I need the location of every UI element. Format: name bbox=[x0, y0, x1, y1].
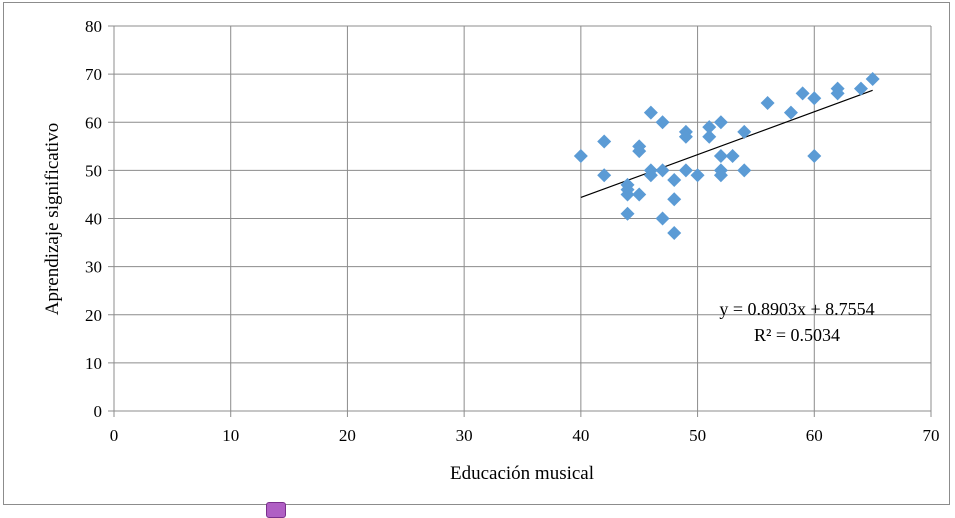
data-point bbox=[713, 115, 728, 130]
data-point bbox=[807, 148, 822, 163]
data-point bbox=[760, 96, 775, 110]
y-tick-label: 80 bbox=[85, 17, 102, 36]
y-tick-label: 50 bbox=[85, 161, 102, 180]
data-point bbox=[713, 168, 728, 183]
footer-marker bbox=[266, 502, 286, 518]
data-point bbox=[632, 187, 647, 202]
data-point bbox=[597, 134, 612, 149]
y-tick-label: 40 bbox=[85, 210, 102, 229]
data-point bbox=[678, 129, 693, 144]
data-point bbox=[655, 211, 670, 226]
data-point bbox=[853, 81, 868, 96]
data-points bbox=[573, 71, 880, 240]
x-tick-label: 40 bbox=[572, 426, 589, 445]
data-point bbox=[702, 120, 717, 135]
trendline-equation: y = 0.8903x + 8.7554 bbox=[719, 299, 874, 319]
x-tick-label: 30 bbox=[456, 426, 473, 445]
x-tick-label: 50 bbox=[689, 426, 706, 445]
y-tick-label: 0 bbox=[94, 402, 103, 421]
data-point bbox=[678, 163, 693, 178]
data-point bbox=[632, 144, 647, 159]
data-point bbox=[573, 148, 588, 163]
grid-lines bbox=[114, 25, 932, 411]
y-tick-label: 10 bbox=[85, 354, 102, 373]
chart-frame: 0 10 20 30 40 50 60 70 0 10 20 30 40 50 60 70 80 Educac… bbox=[3, 2, 950, 505]
data-point bbox=[737, 124, 752, 139]
data-point bbox=[737, 163, 752, 178]
y-tick-label: 20 bbox=[85, 306, 102, 325]
x-tick-labels: 0 10 20 30 40 50 60 70 bbox=[110, 426, 940, 445]
data-point bbox=[725, 148, 740, 163]
data-point bbox=[702, 129, 717, 144]
x-tick-label: 60 bbox=[806, 426, 823, 445]
x-axis-title: Educación musical bbox=[450, 463, 594, 484]
trendline-group bbox=[580, 89, 873, 199]
data-point bbox=[655, 115, 670, 130]
data-point bbox=[655, 163, 670, 178]
data-point bbox=[667, 173, 682, 187]
scatter-chart: 0 10 20 30 40 50 60 70 0 10 20 30 40 50 60 70 80 Educac… bbox=[42, 17, 940, 484]
x-tick-label: 0 bbox=[110, 426, 119, 445]
data-point bbox=[807, 91, 822, 106]
axes bbox=[108, 25, 932, 417]
trendline bbox=[580, 89, 873, 199]
data-point bbox=[643, 168, 658, 183]
data-point bbox=[620, 187, 635, 202]
data-point bbox=[830, 86, 845, 101]
data-point bbox=[795, 86, 810, 101]
data-point bbox=[597, 168, 612, 183]
data-point bbox=[713, 148, 728, 163]
data-point bbox=[667, 192, 682, 207]
y-tick-label: 30 bbox=[85, 258, 102, 277]
x-tick-label: 10 bbox=[222, 426, 239, 445]
x-tick-label: 20 bbox=[339, 426, 356, 445]
y-tick-labels: 0 10 20 30 40 50 60 70 80 bbox=[85, 17, 102, 421]
data-point bbox=[620, 206, 635, 221]
x-tick-label: 70 bbox=[923, 426, 940, 445]
data-point bbox=[690, 168, 705, 183]
data-point bbox=[865, 71, 880, 86]
data-point bbox=[643, 105, 658, 120]
data-point bbox=[783, 105, 798, 120]
trendline-r2: R² = 0.5034 bbox=[754, 325, 840, 345]
data-point bbox=[667, 225, 682, 240]
y-axis-title: Aprendizaje significativo bbox=[42, 123, 63, 316]
y-tick-label: 70 bbox=[85, 65, 102, 84]
y-tick-label: 60 bbox=[85, 113, 102, 132]
